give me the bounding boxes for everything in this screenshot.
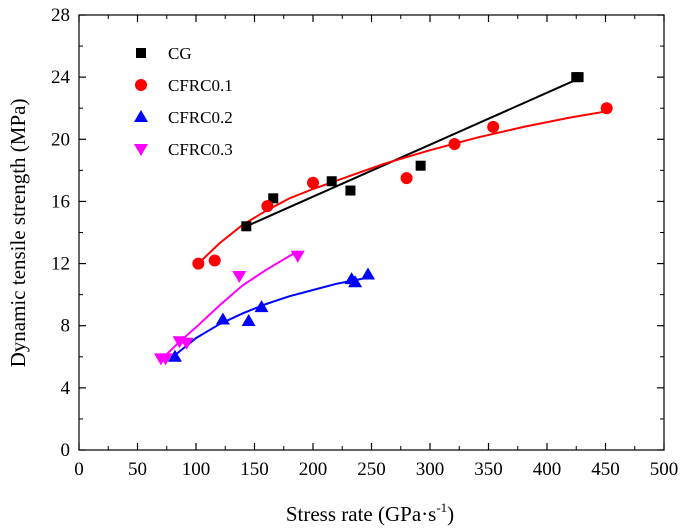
y-tick-label: 24 bbox=[51, 67, 71, 88]
data-point-cg bbox=[268, 193, 279, 204]
data-point-cfrc0-2 bbox=[241, 314, 256, 327]
y-tick-label: 8 bbox=[61, 316, 71, 337]
data-point-cfrc0-2 bbox=[360, 267, 375, 280]
data-point-cfrc0-2 bbox=[254, 300, 269, 313]
x-tick-label: 350 bbox=[474, 459, 503, 480]
y-tick-label: 4 bbox=[61, 378, 71, 399]
fit-line-cfrc0-1 bbox=[197, 110, 607, 265]
fit-line-cfrc0-2 bbox=[174, 276, 369, 356]
legend-marker-cfrc0-1 bbox=[135, 79, 147, 91]
data-points-layer bbox=[153, 72, 613, 366]
y-tick-label: 16 bbox=[51, 191, 70, 212]
data-point-cfrc0-3 bbox=[232, 271, 247, 283]
plot-frame-layer: 0 50 100 150 200 250 300 350 400 450 500 0 4 8 12 16 20 2… bbox=[51, 5, 678, 480]
legend-label-cg: CG bbox=[168, 44, 192, 63]
legend-marker-cfrc0-2 bbox=[134, 110, 148, 122]
x-tick-label: 50 bbox=[128, 459, 147, 480]
data-point-cfrc0-3 bbox=[179, 337, 194, 350]
data-point-cfrc0-2 bbox=[348, 275, 363, 288]
y-tick-label: 28 bbox=[51, 5, 70, 26]
data-point-cfrc0-1 bbox=[208, 254, 221, 267]
data-point-cfrc0-1 bbox=[307, 176, 319, 189]
x-axis-title: Stress rate (GPa·s-1) bbox=[286, 500, 454, 526]
data-point-cg bbox=[573, 72, 584, 83]
x-tick-label: 250 bbox=[357, 459, 386, 480]
data-point-cfrc0-1 bbox=[261, 200, 274, 213]
data-point-cfrc0-1 bbox=[487, 120, 500, 133]
legend-marker-cfrc0-3 bbox=[134, 144, 148, 156]
x-tick-label: 0 bbox=[74, 459, 84, 480]
x-tick-label: 100 bbox=[182, 459, 211, 480]
x-tick-label: 300 bbox=[416, 459, 445, 480]
data-point-cg bbox=[326, 176, 337, 187]
x-axis-title-superscript: -1 bbox=[436, 500, 447, 515]
legend: CG CFRC0.1 CFRC0.2 CFRC0.3 bbox=[134, 44, 233, 159]
data-point-cg bbox=[415, 160, 426, 171]
legend-marker-cg bbox=[136, 48, 146, 58]
data-point-cg bbox=[345, 185, 356, 196]
data-point-cfrc0-2 bbox=[215, 312, 230, 325]
x-tick-label: 150 bbox=[240, 459, 269, 480]
data-point-cfrc0-3 bbox=[158, 353, 173, 366]
x-tick-label: 450 bbox=[591, 459, 620, 480]
data-point-cfrc0-1 bbox=[192, 257, 205, 270]
data-point-cfrc0-2 bbox=[167, 349, 182, 362]
y-tick-label: 12 bbox=[51, 254, 70, 275]
x-tick-label: 200 bbox=[299, 459, 328, 480]
y-tick-label: 0 bbox=[61, 440, 71, 461]
legend-label-cfrc0-2: CFRC0.2 bbox=[168, 108, 233, 127]
fit-line-cg bbox=[245, 77, 580, 228]
legend-label-cfrc0-1: CFRC0.1 bbox=[168, 76, 233, 95]
data-point-cfrc0-1 bbox=[448, 137, 461, 150]
x-tick-label: 400 bbox=[533, 459, 562, 480]
x-tick-label: 500 bbox=[650, 459, 679, 480]
data-point-cfrc0-3 bbox=[290, 250, 305, 263]
data-point-cfrc0-1 bbox=[400, 172, 413, 185]
legend-label-cfrc0-3: CFRC0.3 bbox=[168, 140, 233, 159]
data-point-cfrc0-1 bbox=[600, 102, 613, 115]
y-tick-label: 20 bbox=[51, 129, 70, 150]
y-axis-title: Dynamic tensile strength (MPa) bbox=[6, 99, 30, 368]
data-point-cg bbox=[241, 221, 252, 232]
